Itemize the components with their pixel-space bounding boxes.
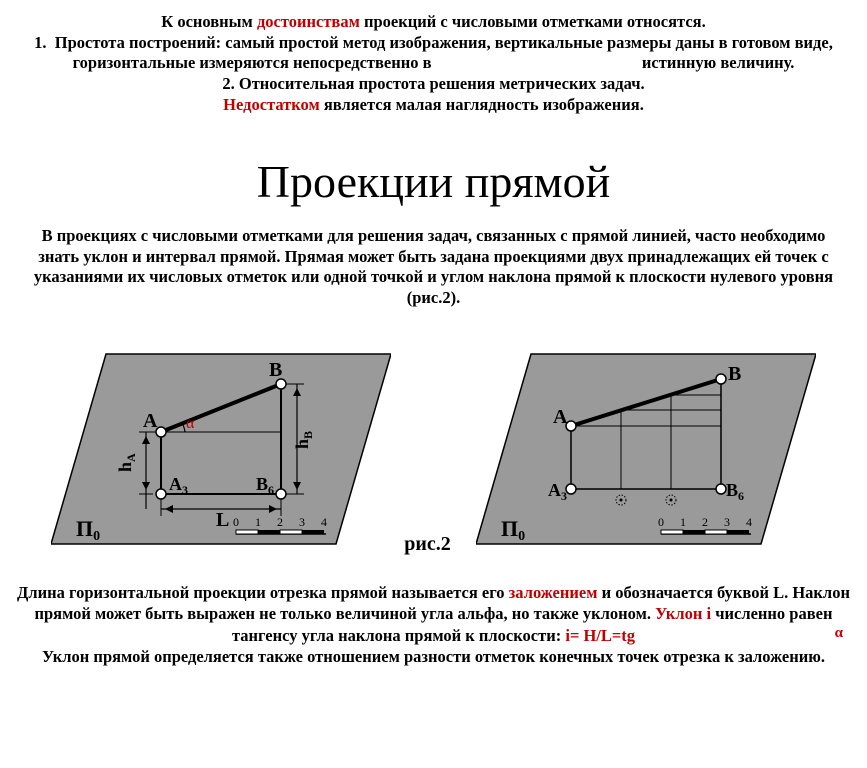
svg-text:4: 4	[321, 515, 327, 529]
svg-text:3: 3	[724, 515, 730, 529]
svg-text:L: L	[216, 509, 229, 531]
svg-text:2: 2	[277, 515, 283, 529]
bt2: заложением	[509, 583, 598, 602]
bt6: i= H/L=tg	[565, 626, 635, 645]
intro-l2: 1. Простота построений: самый простой ме…	[34, 33, 837, 73]
figure-row: A B A3 B6 α L hA hB П0 0 1 2 3 4 рис.2	[10, 324, 857, 564]
svg-text:1: 1	[680, 515, 686, 529]
bt7: Уклон прямой определяется также отношени…	[42, 647, 825, 666]
figure-caption: рис.2	[404, 533, 451, 556]
svg-text:B: B	[269, 359, 282, 381]
svg-text:0: 0	[233, 515, 239, 529]
intro-l3: 2. Относительная простота решения метрич…	[222, 74, 644, 93]
description: В проекциях с числовыми отметками для ре…	[10, 226, 857, 309]
intro-l1c: проекций с числовыми отметками относятся…	[360, 12, 706, 31]
figure-left: A B A3 B6 α L hA hB П0 0 1 2 3 4	[51, 324, 391, 564]
bottom-block: Длина горизонтальной проекции отрезка пр…	[10, 582, 857, 668]
intro-l4b: является малая наглядность изображения.	[320, 95, 644, 114]
alpha-icon: α	[835, 624, 843, 644]
svg-text:2: 2	[702, 515, 708, 529]
intro-l1b: достоинствам	[257, 12, 360, 31]
svg-text:B: B	[728, 363, 741, 385]
svg-text:3: 3	[299, 515, 305, 529]
intro-block: К основным достоинствам проекций с число…	[10, 12, 857, 115]
svg-text:1: 1	[255, 515, 261, 529]
intro-l4a: Недостатком	[223, 95, 320, 114]
svg-text:α: α	[186, 415, 195, 432]
figure-right: A B A3 B6 П0 0 1 2 3 4	[476, 324, 816, 564]
svg-text:4: 4	[746, 515, 752, 529]
svg-text:A: A	[143, 410, 158, 432]
bt1: Длина горизонтальной проекции отрезка пр…	[17, 583, 509, 602]
svg-text:0: 0	[658, 515, 664, 529]
bt4: Уклон i	[655, 604, 711, 623]
svg-text:A: A	[553, 406, 568, 428]
page-title: Проекции прямой	[10, 155, 857, 208]
intro-l1a: К основным	[161, 12, 257, 31]
